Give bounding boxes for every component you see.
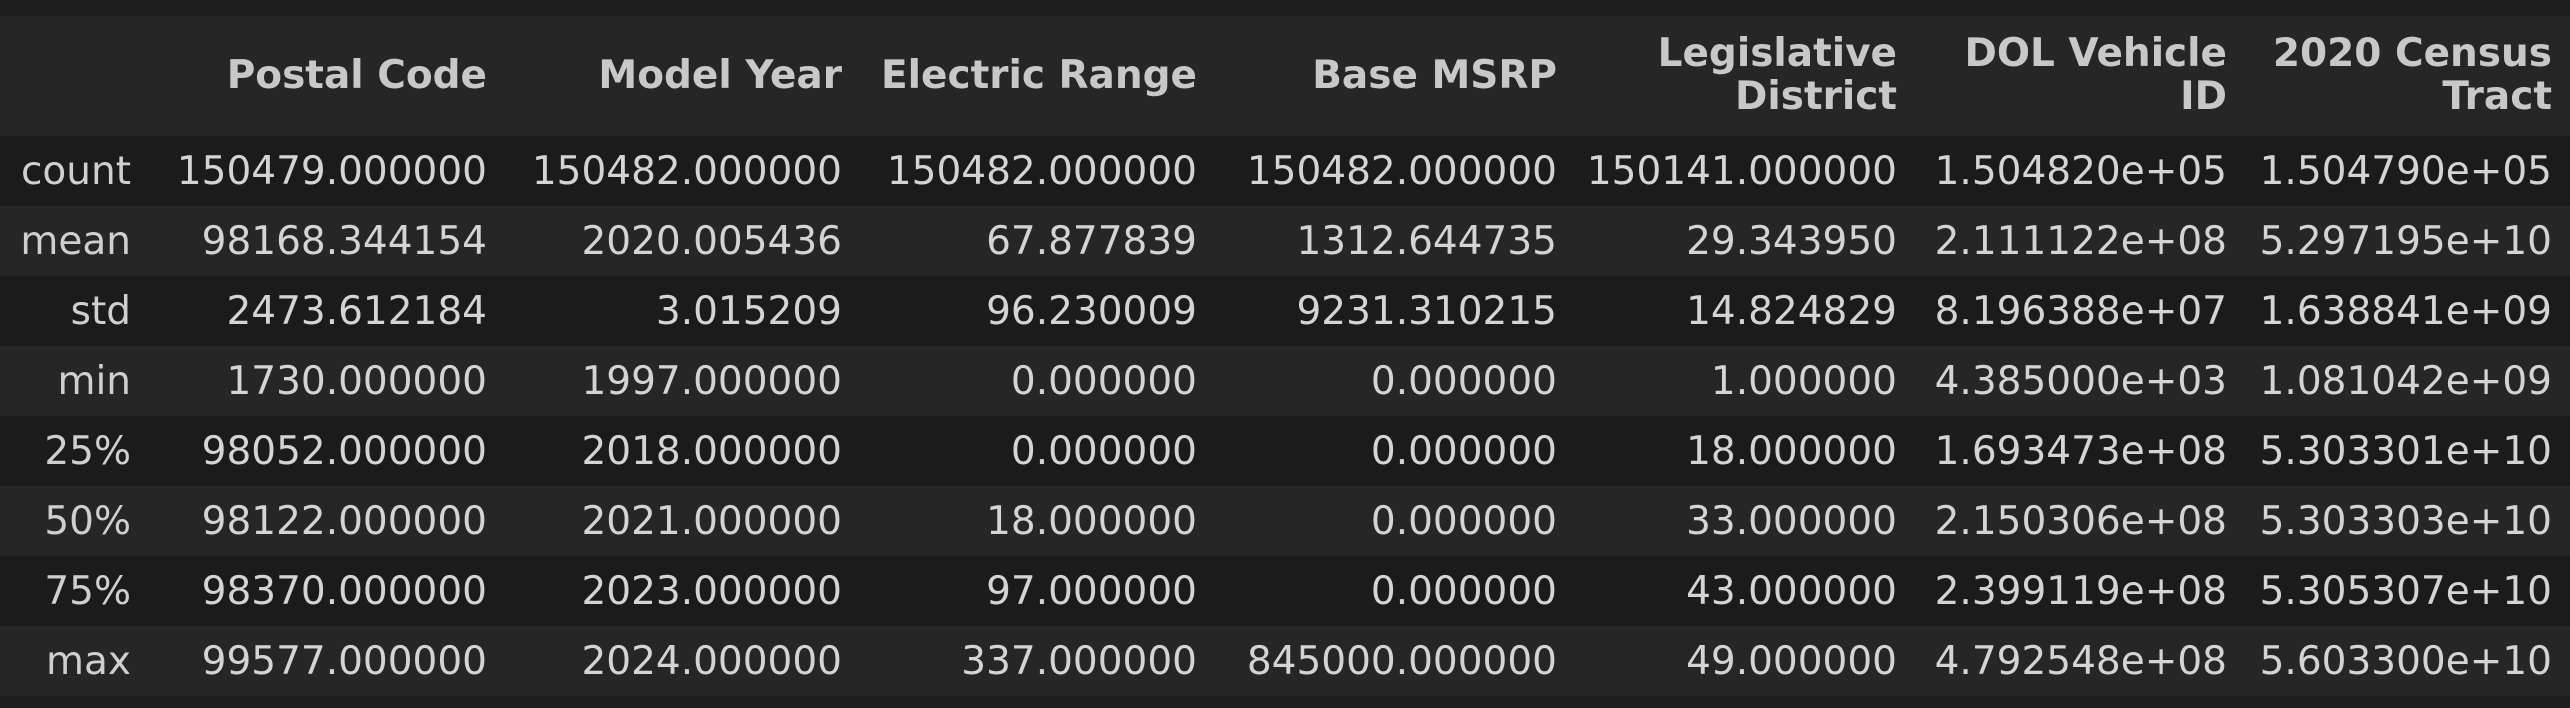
table-row: 25% 98052.000000 2018.000000 0.000000 0.… bbox=[0, 416, 2570, 486]
table-cell: 0.000000 bbox=[1215, 486, 1575, 556]
table-row: count 150479.000000 150482.000000 150482… bbox=[0, 136, 2570, 206]
row-label: 75% bbox=[0, 556, 155, 626]
column-header-legislative-district: Legislative District bbox=[1575, 16, 1915, 136]
table-cell: 0.000000 bbox=[860, 346, 1215, 416]
table-row: mean 98168.344154 2020.005436 67.877839 … bbox=[0, 206, 2570, 276]
table-cell: 9231.310215 bbox=[1215, 276, 1575, 346]
table-cell: 3.015209 bbox=[505, 276, 860, 346]
header-row: Postal Code Model Year Electric Range Ba… bbox=[0, 16, 2570, 136]
table-cell: 0.000000 bbox=[1215, 416, 1575, 486]
table-cell: 14.824829 bbox=[1575, 276, 1915, 346]
table-cell: 150482.000000 bbox=[860, 136, 1215, 206]
row-label: mean bbox=[0, 206, 155, 276]
table-cell: 2024.000000 bbox=[505, 626, 860, 696]
table-cell: 0.000000 bbox=[1215, 556, 1575, 626]
table-cell: 5.305307e+10 bbox=[2245, 556, 2570, 626]
index-header-empty bbox=[0, 16, 155, 136]
row-label: std bbox=[0, 276, 155, 346]
table-row: max 99577.000000 2024.000000 337.000000 … bbox=[0, 626, 2570, 696]
table-cell: 4.792548e+08 bbox=[1915, 626, 2245, 696]
table-cell: 2.150306e+08 bbox=[1915, 486, 2245, 556]
table-body: count 150479.000000 150482.000000 150482… bbox=[0, 136, 2570, 696]
table-cell: 2018.000000 bbox=[505, 416, 860, 486]
table-cell: 97.000000 bbox=[860, 556, 1215, 626]
table-cell: 2.399119e+08 bbox=[1915, 556, 2245, 626]
table-cell: 18.000000 bbox=[860, 486, 1215, 556]
table-cell: 2021.000000 bbox=[505, 486, 860, 556]
table-cell: 8.196388e+07 bbox=[1915, 276, 2245, 346]
table-cell: 0.000000 bbox=[1215, 346, 1575, 416]
row-label: 50% bbox=[0, 486, 155, 556]
table-cell: 29.343950 bbox=[1575, 206, 1915, 276]
table-cell: 1.000000 bbox=[1575, 346, 1915, 416]
row-label: 25% bbox=[0, 416, 155, 486]
table-cell: 5.303301e+10 bbox=[2245, 416, 2570, 486]
row-label: max bbox=[0, 626, 155, 696]
table-cell: 4.385000e+03 bbox=[1915, 346, 2245, 416]
table-cell: 0.000000 bbox=[860, 416, 1215, 486]
row-label: count bbox=[0, 136, 155, 206]
table-cell: 18.000000 bbox=[1575, 416, 1915, 486]
table-cell: 5.303303e+10 bbox=[2245, 486, 2570, 556]
table-row: min 1730.000000 1997.000000 0.000000 0.0… bbox=[0, 346, 2570, 416]
table-cell: 98052.000000 bbox=[155, 416, 505, 486]
table-cell: 2473.612184 bbox=[155, 276, 505, 346]
table-cell: 150482.000000 bbox=[505, 136, 860, 206]
table-cell: 67.877839 bbox=[860, 206, 1215, 276]
column-header-dol-vehicle-id: DOL Vehicle ID bbox=[1915, 16, 2245, 136]
row-label: min bbox=[0, 346, 155, 416]
column-header-postal-code: Postal Code bbox=[155, 16, 505, 136]
table-cell: 337.000000 bbox=[860, 626, 1215, 696]
table-cell: 1.638841e+09 bbox=[2245, 276, 2570, 346]
table-cell: 2020.005436 bbox=[505, 206, 860, 276]
dataframe-output: Postal Code Model Year Electric Range Ba… bbox=[0, 16, 2570, 696]
table-cell: 5.603300e+10 bbox=[2245, 626, 2570, 696]
table-cell: 845000.000000 bbox=[1215, 626, 1575, 696]
table-cell: 150482.000000 bbox=[1215, 136, 1575, 206]
column-header-model-year: Model Year bbox=[505, 16, 860, 136]
table-header: Postal Code Model Year Electric Range Ba… bbox=[0, 16, 2570, 136]
table-cell: 1.693473e+08 bbox=[1915, 416, 2245, 486]
table-cell: 99577.000000 bbox=[155, 626, 505, 696]
table-cell: 5.297195e+10 bbox=[2245, 206, 2570, 276]
table-cell: 1.081042e+09 bbox=[2245, 346, 2570, 416]
table-cell: 1.504820e+05 bbox=[1915, 136, 2245, 206]
table-cell: 2.111122e+08 bbox=[1915, 206, 2245, 276]
table-cell: 1.504790e+05 bbox=[2245, 136, 2570, 206]
table-row: 50% 98122.000000 2021.000000 18.000000 0… bbox=[0, 486, 2570, 556]
table-cell: 49.000000 bbox=[1575, 626, 1915, 696]
describe-table: Postal Code Model Year Electric Range Ba… bbox=[0, 16, 2570, 696]
table-cell: 33.000000 bbox=[1575, 486, 1915, 556]
table-cell: 98370.000000 bbox=[155, 556, 505, 626]
column-header-base-msrp: Base MSRP bbox=[1215, 16, 1575, 136]
table-cell: 96.230009 bbox=[860, 276, 1215, 346]
table-cell: 1312.644735 bbox=[1215, 206, 1575, 276]
table-cell: 98122.000000 bbox=[155, 486, 505, 556]
table-row: 75% 98370.000000 2023.000000 97.000000 0… bbox=[0, 556, 2570, 626]
table-cell: 1730.000000 bbox=[155, 346, 505, 416]
column-header-census-tract: 2020 Census Tract bbox=[2245, 16, 2570, 136]
table-cell: 1997.000000 bbox=[505, 346, 860, 416]
table-cell: 150141.000000 bbox=[1575, 136, 1915, 206]
table-cell: 150479.000000 bbox=[155, 136, 505, 206]
column-header-electric-range: Electric Range bbox=[860, 16, 1215, 136]
table-cell: 43.000000 bbox=[1575, 556, 1915, 626]
table-row: std 2473.612184 3.015209 96.230009 9231.… bbox=[0, 276, 2570, 346]
table-cell: 98168.344154 bbox=[155, 206, 505, 276]
table-cell: 2023.000000 bbox=[505, 556, 860, 626]
